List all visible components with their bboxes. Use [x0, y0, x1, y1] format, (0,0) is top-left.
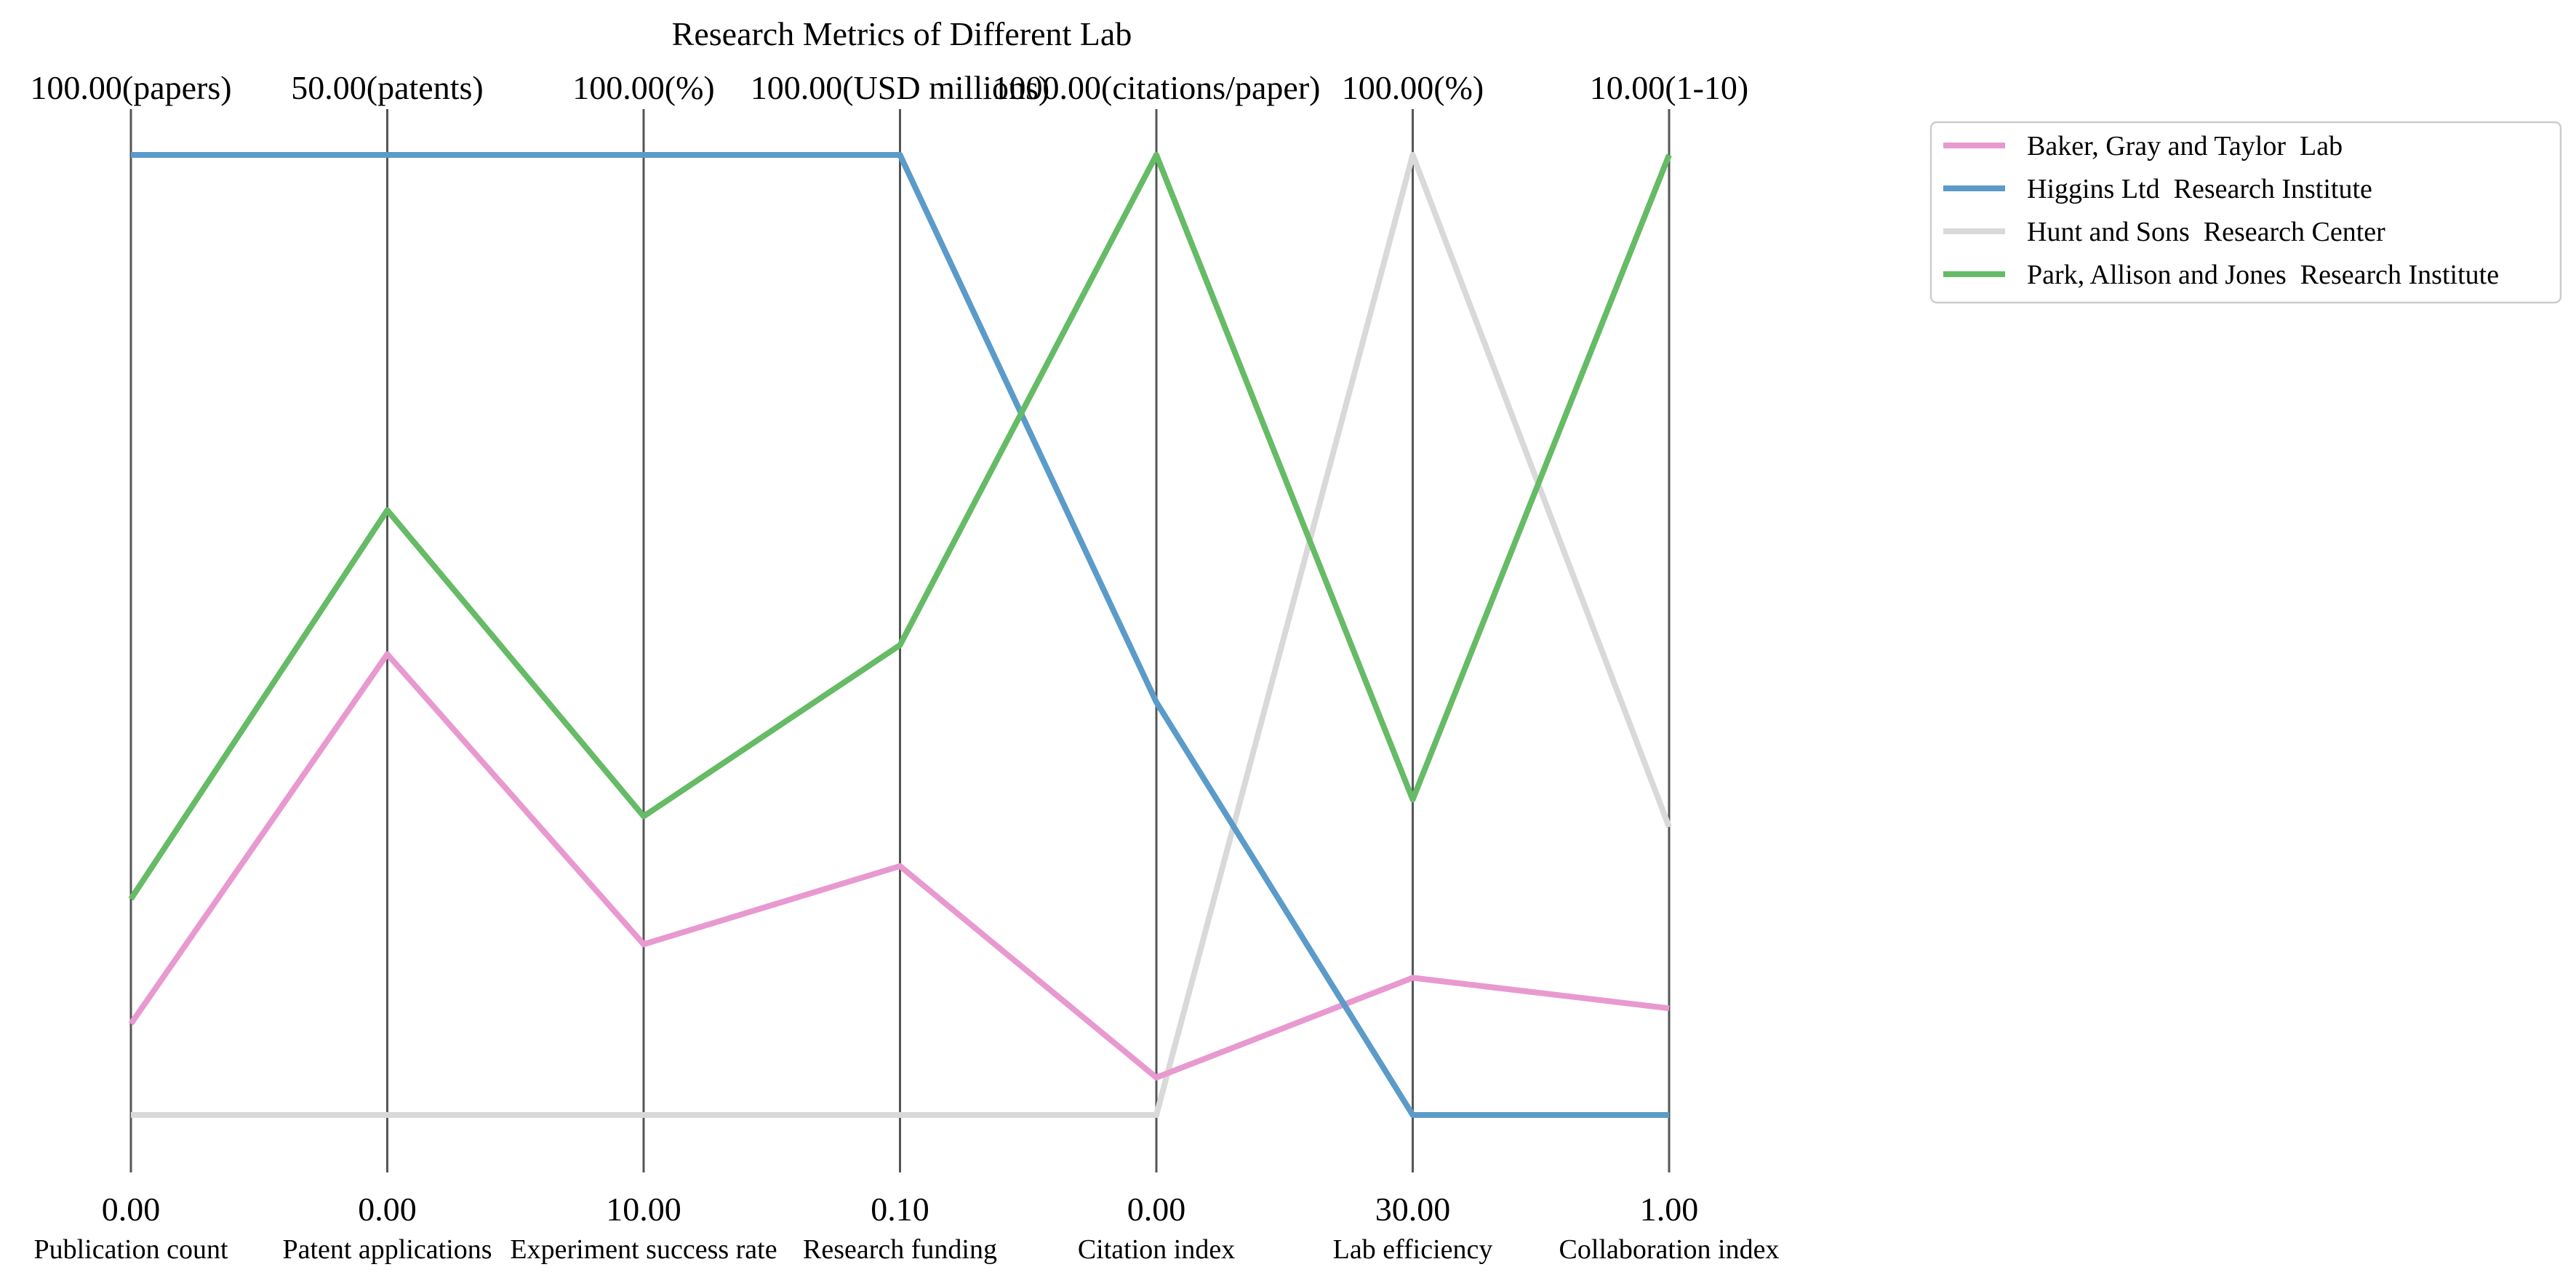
legend-label-hunt-and-sons-research-center: Hunt and Sons Research Center	[2027, 217, 2385, 247]
axis-max-label-citation-index: 1000.00(citations/paper)	[993, 69, 1321, 106]
series-line-higgins-ltd-research-institute	[131, 152, 1669, 1118]
series-line-hunt-and-sons-research-center	[131, 152, 1672, 1118]
legend-label-baker-gray-and-taylor-lab: Baker, Gray and Taylor Lab	[2027, 131, 2343, 161]
legend-items: Baker, Gray and Taylor Lab Higgins Ltd Re…	[1943, 131, 2499, 290]
legend-label-higgins-ltd-research-institute: Higgins Ltd Research Institute	[2027, 174, 2372, 204]
legend: Baker, Gray and Taylor Lab Higgins Ltd Re…	[1929, 121, 2562, 304]
axis-min-label-experiment-success-rate: 10.00	[606, 1191, 681, 1228]
axis-name-patent-applications: Patent applications	[282, 1234, 492, 1265]
axis-max-label-experiment-success-rate: 100.00(%)	[572, 69, 714, 106]
axis-max-label-lab-efficiency: 100.00(%)	[1342, 69, 1484, 106]
axis-name-collaboration-index: Collaboration index	[1559, 1234, 1780, 1265]
axis-min-label-collaboration-index: 1.00	[1640, 1191, 1699, 1228]
series-layer	[128, 152, 1672, 1118]
legend-frame	[1929, 121, 2562, 304]
chart-title: Research Metrics of Different Lab	[672, 15, 1132, 52]
axis-max-label-collaboration-index: 10.00(1-10)	[1590, 69, 1748, 106]
series-line-park-allison-and-jones-research-institute	[128, 152, 1672, 901]
axis-min-label-lab-efficiency: 30.00	[1375, 1191, 1451, 1228]
series-line-baker-gray-and-taylor-lab	[128, 651, 1670, 1081]
axis-max-label-research-funding: 100.00(USD millions)	[751, 69, 1049, 106]
axis-max-label-publication-count: 100.00(papers)	[30, 69, 231, 106]
axis-name-citation-index: Citation index	[1078, 1234, 1235, 1265]
axis-min-label-patent-applications: 0.00	[358, 1191, 417, 1228]
axis-name-experiment-success-rate: Experiment success rate	[510, 1234, 777, 1265]
axis-min-label-research-funding: 0.10	[871, 1191, 929, 1228]
axis-min-label-publication-count: 0.00	[102, 1191, 161, 1228]
legend-label-park-allison-and-jones-research-institute: Park, Allison and Jones Research Institu…	[2027, 260, 2499, 290]
axes-layer: 100.00(papers) 0.00 Publication count 50.00…	[30, 69, 1779, 1265]
axis-name-lab-efficiency: Lab efficiency	[1333, 1234, 1493, 1265]
axis-min-label-citation-index: 0.00	[1127, 1191, 1186, 1228]
axis-max-label-patent-applications: 50.00(patents)	[291, 69, 483, 106]
axis-name-publication-count: Publication count	[33, 1234, 228, 1265]
axis-name-research-funding: Research funding	[803, 1234, 997, 1265]
